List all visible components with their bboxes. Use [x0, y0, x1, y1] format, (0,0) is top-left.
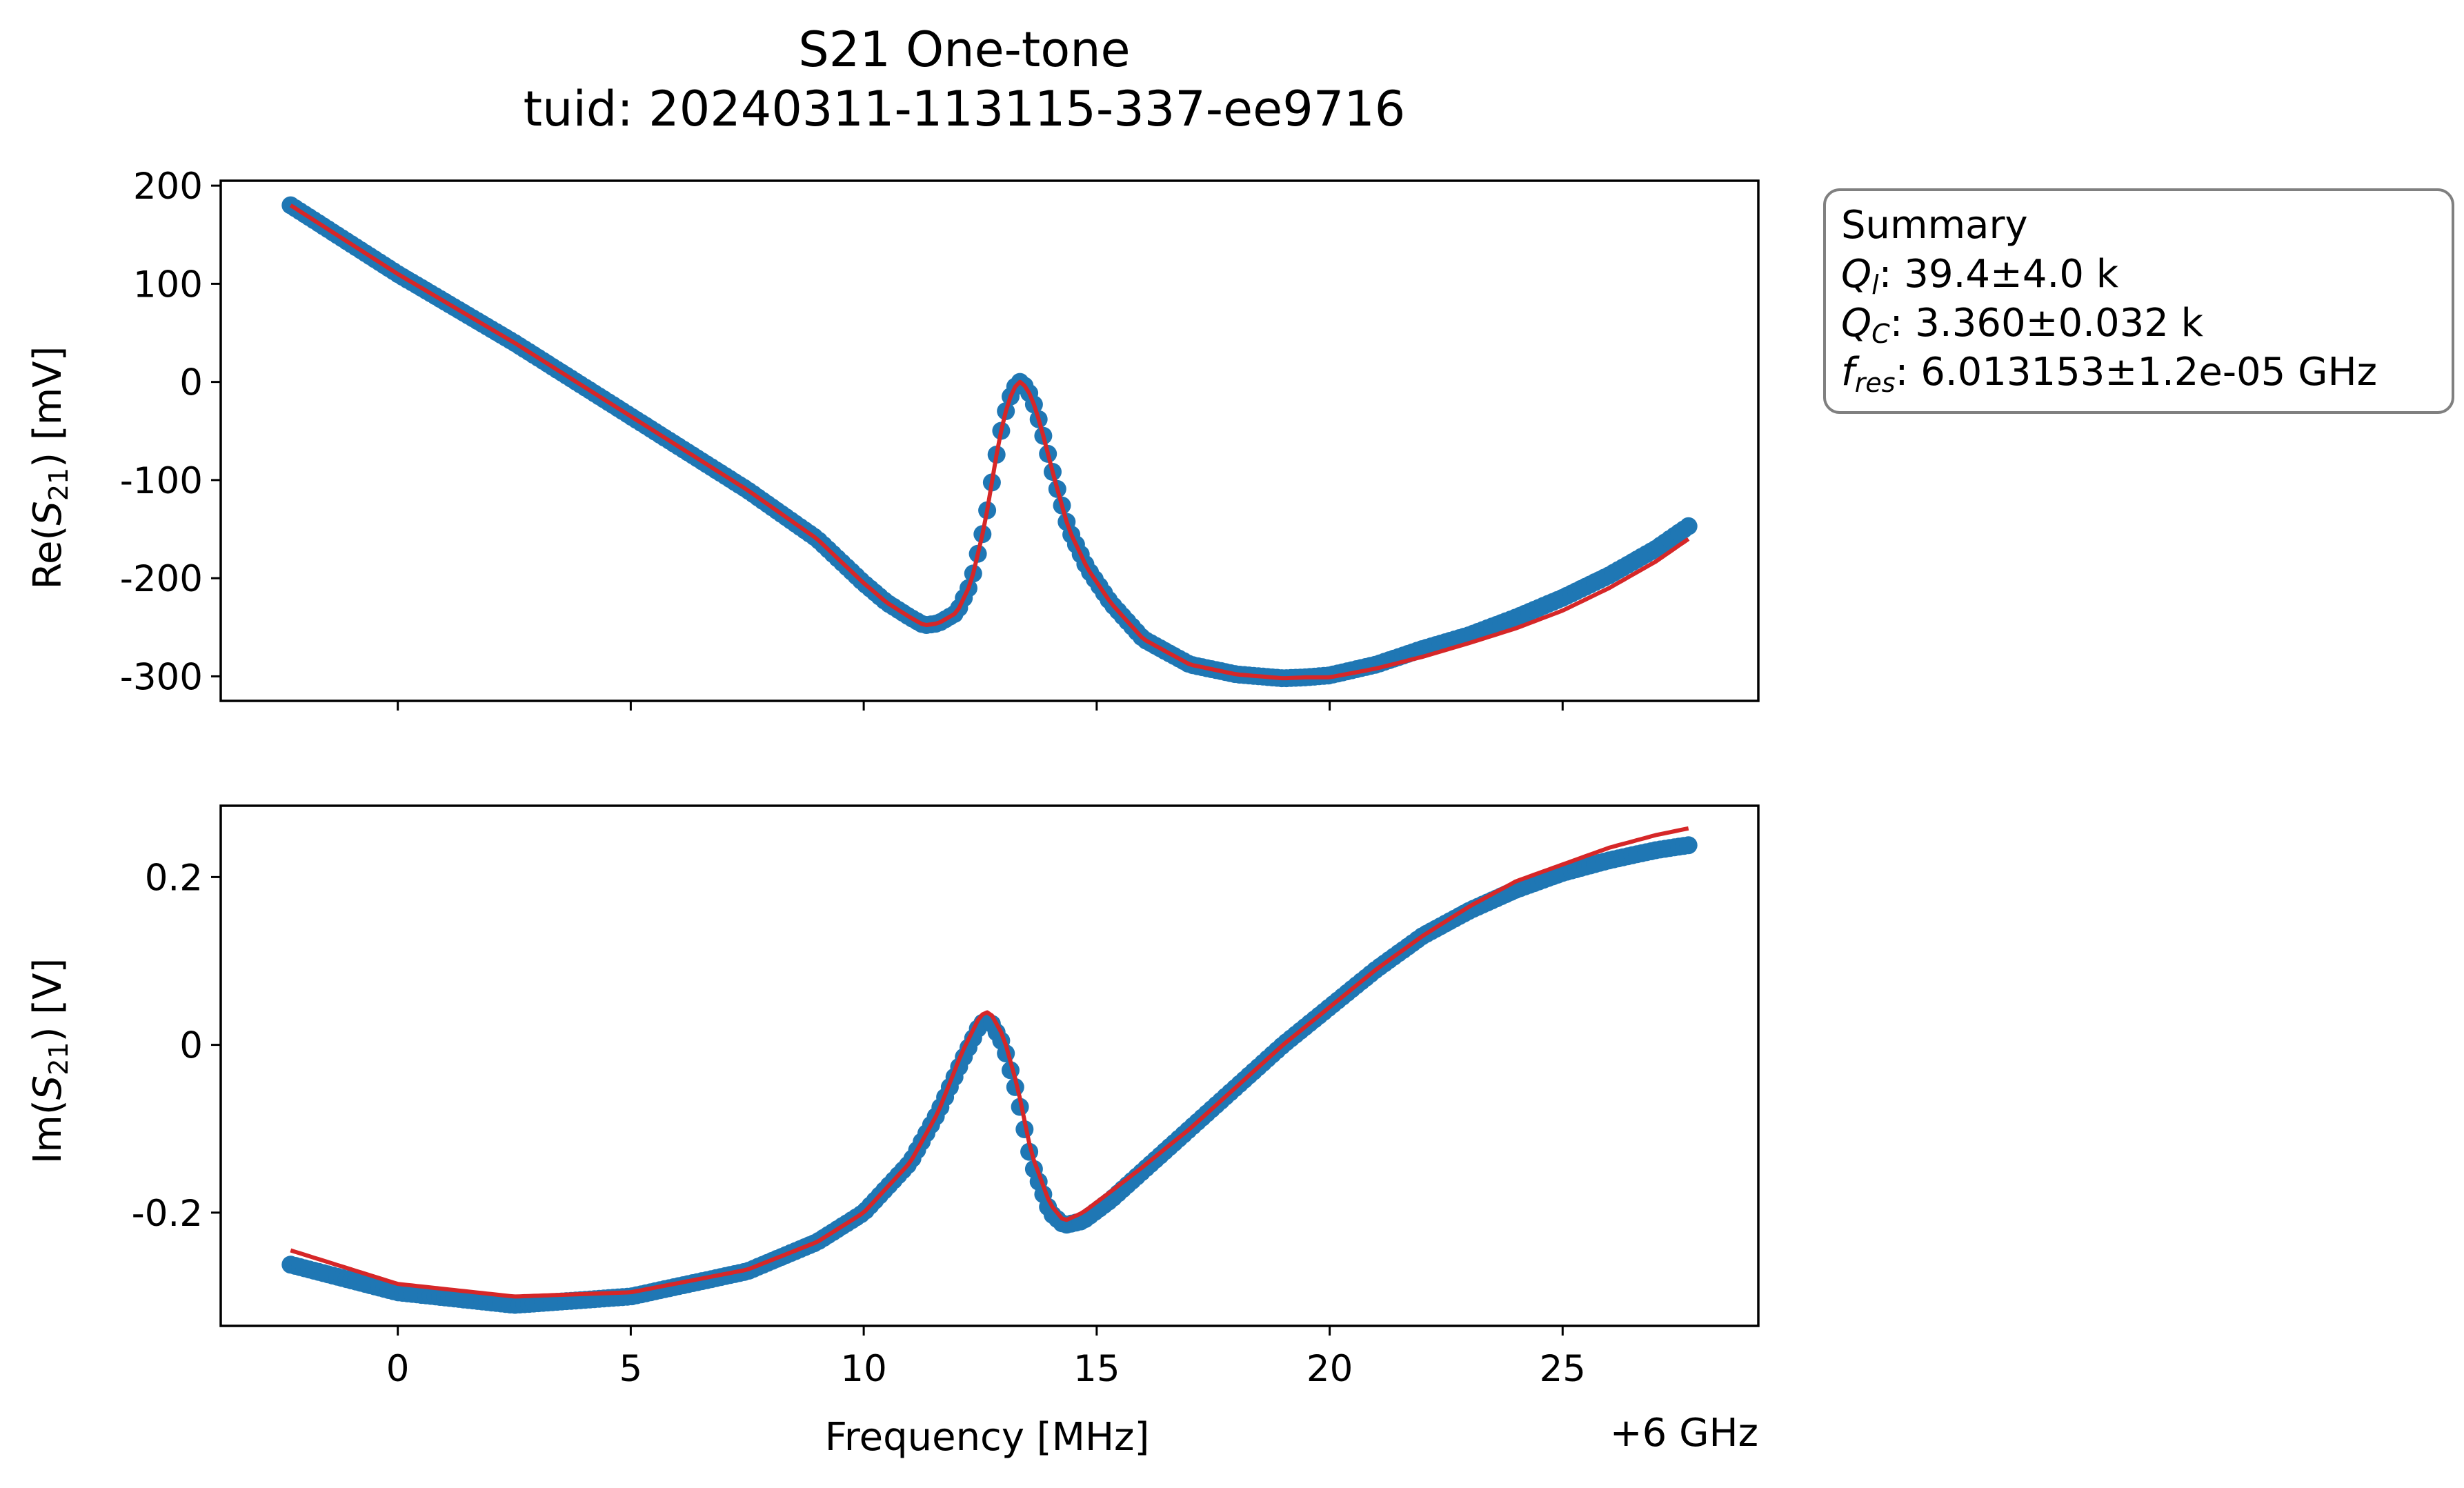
y-tick-label: -100 [120, 460, 203, 502]
x-offset-label: +6 GHz [1610, 1411, 1758, 1456]
data-point [1679, 836, 1698, 855]
x-tick-label: 25 [1540, 1348, 1586, 1390]
data-points [281, 196, 1698, 688]
x-axis-label: Frequency [MHz] [825, 1415, 1150, 1460]
x-tick-label: 5 [619, 1348, 643, 1390]
summary-box: Summary Ql: 39.4±4.0 k QC: 3.360±0.032 k… [1823, 188, 2454, 414]
fit-line [290, 826, 1689, 1299]
y-tick-label: 0.2 [145, 857, 203, 899]
x-tick-label: 20 [1306, 1348, 1353, 1390]
axes-frame [219, 179, 1760, 702]
summary-fres: fres: 6.013153±1.2e-05 GHz [1841, 350, 2377, 398]
y-tick-label: 100 [133, 264, 203, 306]
y-tick-label: 200 [133, 166, 203, 208]
y-tick-label: -300 [120, 656, 203, 698]
data-points [281, 836, 1698, 1314]
axes-frame [219, 804, 1760, 1327]
y-tick-label: -200 [120, 558, 203, 600]
y-tick-label: -0.2 [132, 1193, 203, 1235]
summary-qc: QC: 3.360±0.032 k [1841, 301, 2204, 349]
chart-title: S21 One-tone [798, 21, 1130, 78]
y-tick-label: 0 [179, 362, 203, 404]
panel-real-part: 200 100 0 -100 -200 -300 [120, 166, 1760, 711]
y-tick-label: 0 [179, 1025, 203, 1067]
panel-imag-part: 0 5 10 15 20 25 0.2 0 -0.2 [132, 804, 1760, 1390]
y-axis-label-bottom: Im(S21) [V] [26, 958, 74, 1164]
summary-ql: Ql: 39.4±4.0 k [1841, 252, 2119, 300]
x-tick-label: 0 [386, 1348, 410, 1390]
y-axis-label-top: Re(S21) [mV] [26, 346, 74, 590]
data-point [1679, 517, 1698, 535]
summary-heading: Summary [1841, 203, 2028, 248]
chart-subtitle: tuid: 20240311-113115-337-ee9716 [524, 81, 1406, 137]
fit-line [289, 204, 1690, 681]
x-tick-label: 15 [1073, 1348, 1120, 1390]
x-tick-label: 10 [840, 1348, 886, 1390]
